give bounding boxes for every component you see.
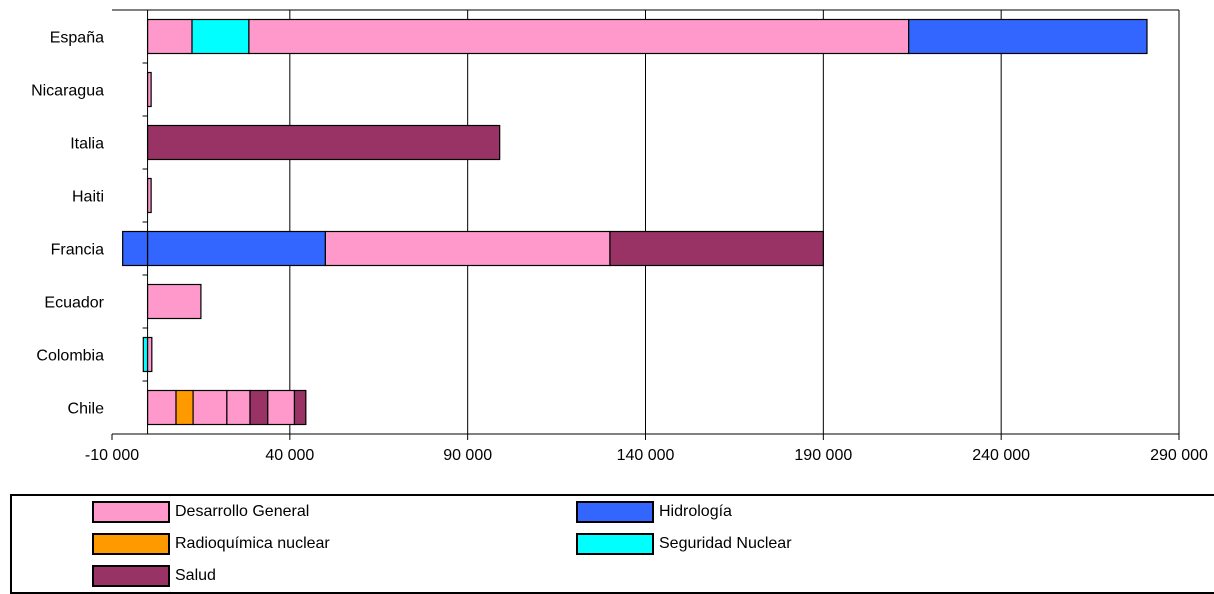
bar-segment-francia-hidrologia: [122, 230, 149, 267]
legend-swatch-radioquimica: [92, 533, 170, 555]
bar-segment-nicaragua-desarrollo: [146, 71, 152, 108]
x-tick-label: -10 000: [85, 447, 139, 464]
legend-item-radioquimica: Radioquímica nuclear: [92, 531, 330, 557]
x-tick-label: 140 000: [617, 447, 675, 464]
bar-segment-chile-salud: [293, 389, 307, 426]
bar-segment-chile-radioquimica: [175, 389, 194, 426]
bar-segment-italia-salud: [146, 124, 501, 161]
legend-item-hidrologia: Hidrología: [576, 499, 732, 525]
x-tick-label: 90 000: [443, 447, 492, 464]
category-label-francia: Francia: [51, 242, 104, 259]
legend-swatch-desarrollo: [92, 501, 170, 523]
legend-swatch-hidrologia: [576, 501, 654, 523]
category-label-espana: España: [50, 30, 104, 47]
legend-label-hidrologia: Hidrología: [659, 503, 732, 520]
x-tick-label: 190 000: [794, 447, 852, 464]
bar-segment-espana-seguridad: [191, 18, 250, 55]
legend-item-salud: Salud: [92, 563, 216, 589]
legend-swatch-seguridad: [576, 533, 654, 555]
legend: Desarrollo General Hidrología Radioquími…: [10, 494, 1214, 594]
bar-segment-colombia-desarrollo: [146, 336, 153, 373]
bar-segment-chile-desarrollo: [267, 389, 296, 426]
bar-segment-chile-desarrollo: [192, 389, 228, 426]
legend-label-radioquimica: Radioquímica nuclear: [175, 535, 330, 552]
category-label-colombia: Colombia: [36, 348, 104, 365]
bars: [122, 18, 1148, 426]
bar-segment-haiti-desarrollo: [146, 177, 152, 214]
legend-label-salud: Salud: [175, 567, 216, 584]
legend-item-desarrollo: Desarrollo General: [92, 499, 309, 525]
category-label-ecuador: Ecuador: [44, 295, 104, 312]
x-tick-label: 290 000: [1150, 447, 1208, 464]
bar-segment-espana-desarrollo: [146, 18, 193, 55]
bar-segment-colombia-seguridad: [142, 336, 149, 373]
bar-segment-francia-salud: [609, 230, 824, 267]
bar-segment-francia-hidrologia: [146, 230, 326, 267]
bar-segment-francia-desarrollo: [324, 230, 611, 267]
x-tick-label: 40 000: [265, 447, 314, 464]
stacked-bar-chart: -10 000 40 000 90 000 140 000 190 000 240 000…: [31, 9, 1208, 465]
bar-segment-chile-salud: [249, 389, 269, 426]
category-label-italia: Italia: [70, 136, 104, 153]
bar-segment-chile-desarrollo: [226, 389, 251, 426]
category-label-haiti: Haiti: [72, 189, 104, 206]
category-label-chile: Chile: [68, 401, 105, 418]
legend-label-desarrollo: Desarrollo General: [175, 503, 310, 520]
bar-segment-chile-desarrollo: [146, 389, 177, 426]
axes: [111, 9, 1180, 440]
category-label-nicaragua: Nicaragua: [31, 83, 104, 100]
bar-segment-espana-hidrologia: [908, 18, 1148, 55]
x-tick-label: 240 000: [972, 447, 1030, 464]
gridlines: [289, 10, 1002, 434]
legend-label-seguridad: Seguridad Nuclear: [659, 535, 792, 552]
labels: -10 000 40 000 90 000 140 000 190 000 240 000…: [31, 30, 1208, 465]
bar-segment-espana-desarrollo: [248, 18, 910, 55]
bar-segment-ecuador-desarrollo: [146, 283, 202, 320]
legend-item-seguridad: Seguridad Nuclear: [576, 531, 792, 557]
